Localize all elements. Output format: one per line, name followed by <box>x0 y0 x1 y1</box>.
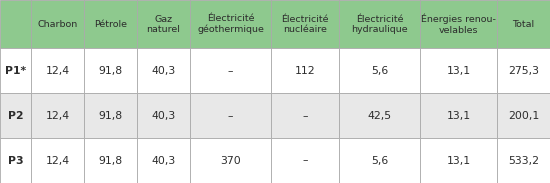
Text: Charbon: Charbon <box>37 20 78 29</box>
Bar <box>190 138 271 183</box>
Bar <box>31 138 84 183</box>
Bar <box>137 0 190 48</box>
Bar <box>339 138 420 183</box>
Text: –: – <box>302 111 308 121</box>
Bar <box>84 93 137 138</box>
Text: 13,1: 13,1 <box>447 111 471 121</box>
Bar <box>0 138 31 183</box>
Bar <box>137 48 190 93</box>
Bar <box>497 0 550 48</box>
Bar <box>84 48 137 93</box>
Text: 91,8: 91,8 <box>98 156 123 166</box>
Text: 13,1: 13,1 <box>447 156 471 166</box>
Text: Électricité
hydraulique: Électricité hydraulique <box>351 14 408 34</box>
Text: –: – <box>228 111 233 121</box>
Text: Électricité
géothermique: Électricité géothermique <box>197 14 264 34</box>
Bar <box>420 138 497 183</box>
Bar <box>190 48 271 93</box>
Text: P1*: P1* <box>5 66 26 76</box>
Bar <box>497 138 550 183</box>
Text: 533,2: 533,2 <box>508 156 539 166</box>
Bar <box>271 48 339 93</box>
Bar <box>31 0 84 48</box>
Text: Gaz
naturel: Gaz naturel <box>146 14 180 34</box>
Bar <box>190 0 271 48</box>
Bar <box>0 0 31 48</box>
Text: 42,5: 42,5 <box>367 111 392 121</box>
Text: 5,6: 5,6 <box>371 156 388 166</box>
Bar <box>420 48 497 93</box>
Bar <box>497 93 550 138</box>
Text: –: – <box>302 156 308 166</box>
Bar <box>84 138 137 183</box>
Bar <box>271 0 339 48</box>
Text: 91,8: 91,8 <box>98 111 123 121</box>
Text: 200,1: 200,1 <box>508 111 539 121</box>
Text: 91,8: 91,8 <box>98 66 123 76</box>
Text: 12,4: 12,4 <box>46 156 70 166</box>
Bar <box>420 0 497 48</box>
Bar <box>271 138 339 183</box>
Bar <box>0 93 31 138</box>
Bar <box>420 93 497 138</box>
Text: Total: Total <box>513 20 535 29</box>
Bar <box>0 48 31 93</box>
Text: 40,3: 40,3 <box>151 156 175 166</box>
Text: 275,3: 275,3 <box>508 66 539 76</box>
Text: 370: 370 <box>220 156 241 166</box>
Text: Pétrole: Pétrole <box>94 20 127 29</box>
Text: 40,3: 40,3 <box>151 111 175 121</box>
Text: Énergies renou-
velables: Énergies renou- velables <box>421 14 496 35</box>
Bar <box>271 93 339 138</box>
Bar <box>497 48 550 93</box>
Bar <box>190 93 271 138</box>
Bar <box>84 0 137 48</box>
Text: 12,4: 12,4 <box>46 66 70 76</box>
Bar <box>31 93 84 138</box>
Text: P2: P2 <box>8 111 24 121</box>
Text: 13,1: 13,1 <box>447 66 471 76</box>
Text: 40,3: 40,3 <box>151 66 175 76</box>
Text: 12,4: 12,4 <box>46 111 70 121</box>
Text: Électricité
nucléaire: Électricité nucléaire <box>281 14 329 34</box>
Bar <box>31 48 84 93</box>
Bar <box>137 93 190 138</box>
Text: –: – <box>228 66 233 76</box>
Text: 112: 112 <box>295 66 315 76</box>
Text: P3: P3 <box>8 156 24 166</box>
Bar <box>339 93 420 138</box>
Bar <box>339 48 420 93</box>
Bar <box>137 138 190 183</box>
Text: 5,6: 5,6 <box>371 66 388 76</box>
Bar <box>339 0 420 48</box>
